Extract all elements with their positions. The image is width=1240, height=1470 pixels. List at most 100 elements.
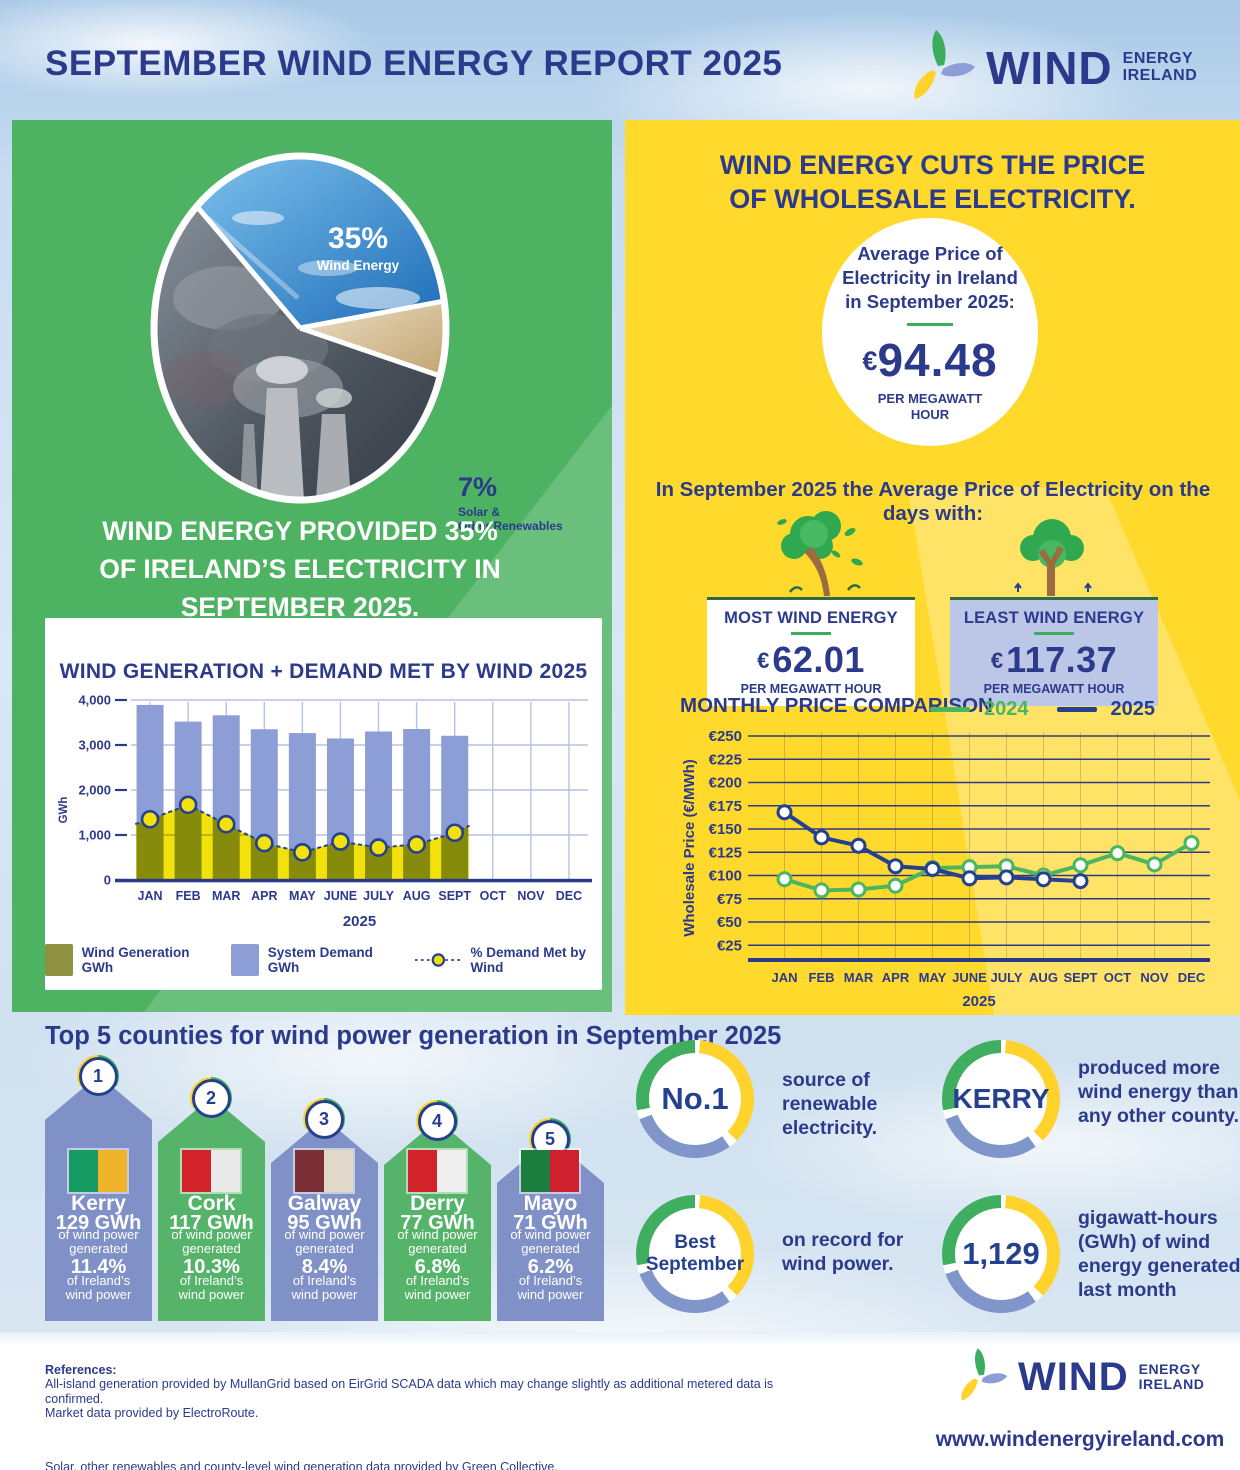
wind-turbine-icon [914, 30, 975, 99]
flag-left-half [521, 1150, 550, 1192]
county-column-derry: 4 Derry 77 GWh of wind power generated 6.8% o… [384, 1100, 491, 1321]
svg-text:€175: €175 [709, 798, 742, 815]
price-comparison-title: MONTHLY PRICE COMPARISON [680, 694, 993, 717]
pct-demand-dotline-icon [414, 953, 462, 967]
flag-left-half [408, 1150, 437, 1192]
windy-tree-icon [777, 511, 863, 596]
county-column-kerry: 1 Kerry 129 GWh of wind power generated 11.4… [45, 1055, 152, 1321]
pie-sky-photo-detail [206, 211, 420, 309]
legend-2024-label: 2024 [984, 698, 1029, 720]
most-wind-price: €62.01 [707, 639, 915, 681]
svg-text:JAN: JAN [138, 889, 163, 903]
county-column-shape [158, 1097, 265, 1321]
county-flag-icon [519, 1148, 581, 1194]
website-link[interactable]: www.windenergyireland.com [935, 1428, 1225, 1451]
least-wind-price-box: LEAST WIND ENERGY €117.37 PER MEGAWATT H… [950, 597, 1158, 706]
county-pct-value: 6.2% [527, 1256, 574, 1278]
pie-outer-ring [150, 152, 450, 504]
price-amount: 94.48 [877, 333, 998, 386]
pie-slice-solar-renewables [300, 301, 446, 376]
references-block: References: All-island generation provid… [45, 1348, 805, 1470]
svg-text:MAR: MAR [844, 970, 874, 985]
references-label: References: [45, 1362, 117, 1377]
no1-text: source of renewable electricity. [782, 1069, 878, 1139]
kerry-value: KERRY [953, 1053, 1050, 1145]
svg-text:€25: €25 [717, 937, 742, 954]
price-title-line-2: OF WHOLESALE ELECTRICITY. [729, 184, 1136, 214]
gwh-donut-badge: 1,129 [942, 1195, 1060, 1313]
legend-wind-generation: Wind Generation GWh [45, 944, 205, 976]
price-title-line-1: WIND ENERGY CUTS THE PRICE [719, 150, 1146, 180]
least-wind-unit: PER MEGAWATT HOUR [983, 681, 1125, 696]
best-september-value: Best September [646, 1208, 744, 1300]
county-flag-icon [406, 1148, 468, 1194]
svg-text:APR: APR [882, 970, 910, 985]
svg-text:€200: €200 [709, 775, 742, 792]
svg-text:0: 0 [104, 873, 111, 888]
gwh-value: 1,129 [955, 1208, 1047, 1300]
svg-text:3,000: 3,000 [78, 738, 111, 753]
average-price-circle: Average Price of Electricity in Ireland … [822, 218, 1038, 446]
brand-line2: IRELAND [1122, 67, 1198, 84]
pie-slice-dividers [194, 204, 445, 379]
rank-number: 2 [191, 1078, 231, 1118]
county-column-cork: 2 Cork 117 GWh of wind power generated 10.3%… [158, 1077, 265, 1321]
svg-text:MAY: MAY [289, 889, 316, 903]
svg-text:NOV: NOV [1140, 970, 1169, 985]
county-pct-sub: of Ireland’s wind power [65, 1273, 132, 1302]
county-gwh-sub: of wind power generated [510, 1227, 591, 1256]
flag-left-half [69, 1150, 98, 1192]
pie-other-callout: 7% Solar & Other Renewables [458, 472, 608, 533]
kerry-text: produced more wind energy than any other… [1078, 1057, 1240, 1127]
svg-text:€125: €125 [709, 844, 742, 861]
rank-number: 1 [78, 1056, 118, 1096]
legend-2024-line-icon [930, 707, 970, 712]
county-column-mayo: 5 Mayo 71 GWh of wind power generated 6.2% of… [497, 1118, 604, 1321]
system-demand-swatch-icon [231, 944, 259, 976]
gwh-text: gigawatt-hours (GWh) of wind energy gene… [1078, 1207, 1240, 1301]
best-september-text: on record for wind power. [782, 1229, 904, 1275]
svg-text:DEC: DEC [1178, 970, 1206, 985]
svg-text:JUNE: JUNE [952, 970, 987, 985]
county-column-shape [45, 1075, 152, 1321]
svg-text:OCT: OCT [1104, 970, 1132, 985]
svg-text:€250: €250 [709, 728, 742, 745]
page-title: SEPTEMBER WIND ENERGY REPORT 2025 [45, 44, 783, 83]
svg-text:DEC: DEC [556, 889, 582, 903]
headline-line-3: SEPTEMBER 2025. [180, 592, 420, 622]
references-para-1: All-island generation provided by Mullan… [45, 1377, 774, 1420]
references-para-2: Solar, other renewables and county-level… [45, 1459, 558, 1470]
legend-pct-demand-label: % Demand Met by Wind [470, 945, 587, 975]
price-comparison-legend: 2024 2025 [930, 698, 1169, 721]
county-gwh-value: 129 GWh [55, 1212, 142, 1234]
kerry-donut-badge: KERRY [942, 1040, 1060, 1158]
most-wind-underline [791, 632, 831, 635]
svg-text:JUNE: JUNE [324, 889, 357, 903]
legend-wind-generation-label: Wind Generation GWh [81, 945, 190, 975]
legend-pct-demand: % Demand Met by Wind [414, 945, 602, 975]
counties-section-title: Top 5 counties for wind power generation… [45, 1022, 782, 1050]
generation-chart-title: WIND GENERATION + DEMAND MET BY WIND 202… [59, 660, 588, 683]
svg-text:OCT: OCT [480, 889, 507, 903]
rank-badge: 3 [303, 1098, 345, 1140]
flag-right-half [550, 1150, 579, 1192]
monthly-price-chart: €25 €50 €75 €100 €125 €150 €175 €200 €225 €250 JAN… [681, 728, 1210, 1010]
county-pct-value: 11.4% [70, 1256, 127, 1278]
brand-sub: ENERGY IRELAND [1122, 50, 1198, 85]
brand-logo: WIND ENERGY IRELAND [902, 28, 1197, 108]
svg-text:JULY: JULY [363, 889, 394, 903]
footer-logo: WIND ENERGY IRELAND [952, 1346, 1204, 1408]
svg-text:FEB: FEB [176, 889, 201, 903]
headline-line-1: WIND ENERGY PROVIDED 35% [102, 516, 498, 546]
county-flag-icon [180, 1148, 242, 1194]
generation-chart-card: WIND GENERATION + DEMAND MET BY WIND 202… [45, 618, 602, 990]
most-wind-unit: PER MEGAWATT HOUR [740, 681, 882, 696]
least-currency: € [990, 647, 1004, 673]
calm-tree-icon [1014, 519, 1092, 596]
caption-line-2: Electricity in Ireland [842, 266, 1018, 288]
pie-slice-wind-energy [196, 156, 445, 328]
svg-text:2025: 2025 [962, 993, 995, 1010]
caption-line-3: in September 2025: [845, 290, 1015, 312]
footer-brand-line1: ENERGY [1138, 1361, 1201, 1378]
